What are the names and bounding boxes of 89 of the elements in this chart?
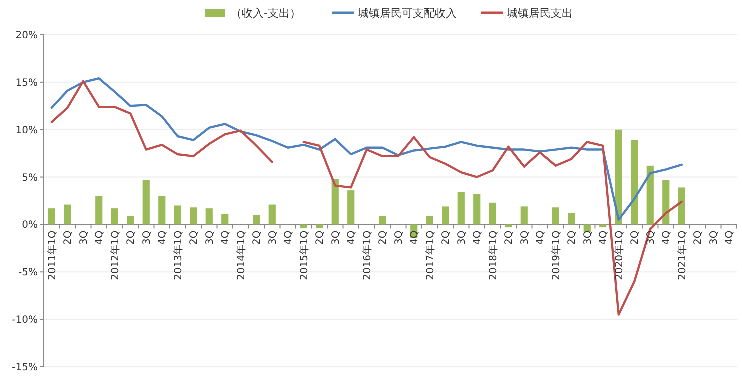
x-tick-label: 2016年1Q — [361, 230, 374, 280]
y-tick-label: 5% — [22, 172, 38, 184]
y-tick-label: 15% — [16, 78, 38, 89]
x-tick-label: 2Q — [567, 230, 578, 245]
y-tick-label: -10% — [12, 315, 38, 326]
x-tick-label: 4Q — [410, 230, 421, 245]
x-tick-label: 2Q — [252, 230, 264, 245]
x-tick-label: 3Q — [708, 230, 720, 245]
bar — [268, 204, 276, 225]
bar — [379, 216, 386, 225]
bar — [253, 215, 260, 225]
x-tick-label: 3Q — [330, 230, 342, 245]
x-tick-label: 2Q — [315, 230, 326, 245]
bar — [206, 208, 213, 225]
x-tick-label: 2Q — [378, 230, 390, 245]
bar — [600, 224, 607, 228]
x-tick-label: 4Q — [536, 230, 547, 245]
bar — [127, 216, 134, 225]
x-tick-label: 2Q — [630, 230, 642, 245]
bar — [458, 192, 465, 225]
bar — [48, 208, 56, 225]
bar — [615, 130, 622, 225]
y-tick-label: -15% — [12, 362, 38, 374]
x-tick-label: 3Q — [456, 230, 468, 245]
x-tick-label: 2Q — [126, 230, 138, 245]
bar — [332, 179, 339, 225]
legend-label: 城镇居民支出 — [506, 7, 573, 20]
bar — [316, 224, 324, 229]
bar — [631, 140, 638, 225]
x-tick-label: 2018年1Q — [487, 230, 500, 280]
legend-label: 城镇居民可支配收入 — [357, 7, 457, 20]
bar — [520, 206, 528, 225]
x-tick-label: 4Q — [284, 230, 295, 245]
y-tick-label: 10% — [16, 125, 38, 136]
bar — [678, 188, 686, 225]
x-tick-label: 3Q — [520, 230, 531, 245]
bar — [142, 180, 150, 225]
bar — [64, 204, 72, 225]
bar — [442, 206, 450, 225]
x-tick-label: 2021年1Q — [676, 230, 688, 280]
y-tick-label: 0% — [22, 220, 38, 232]
x-tick-label: 4Q — [724, 230, 736, 245]
bar — [96, 196, 103, 225]
bar — [348, 190, 355, 225]
x-tick-label: 3Q — [394, 230, 405, 245]
bar — [489, 202, 496, 225]
bar — [426, 216, 434, 225]
x-tick-label: 2Q — [189, 230, 200, 245]
x-tick-label: 3Q — [142, 230, 153, 245]
bar — [552, 208, 560, 225]
x-tick-label: 2013年1Q — [172, 230, 184, 280]
x-tick-label: 3Q — [646, 230, 657, 245]
x-tick-label: 2Q — [63, 230, 74, 245]
x-tick-label: 4Q — [472, 230, 484, 245]
bar — [505, 224, 512, 228]
y-tick-label: -5% — [18, 268, 38, 279]
bar — [222, 214, 229, 225]
x-tick-label: 3Q — [204, 230, 216, 245]
x-tick-label: 4Q — [158, 230, 169, 245]
x-tick-label: 2014年1Q — [235, 230, 248, 280]
x-tick-label: 3Q — [268, 230, 279, 245]
x-tick-label: 2019年1Q — [550, 230, 562, 280]
x-tick-label: 4Q — [598, 230, 610, 245]
bar — [300, 224, 308, 229]
x-tick-label: 4Q — [662, 230, 673, 245]
x-tick-label: 2012年1Q — [109, 230, 122, 280]
bar — [662, 180, 670, 225]
x-tick-label: 2Q — [504, 230, 516, 245]
x-tick-label: 4Q — [220, 230, 232, 245]
x-tick-label: 2011年1Q — [46, 230, 58, 280]
x-tick-label: 3Q — [78, 230, 90, 245]
bar — [474, 194, 481, 225]
bar — [111, 208, 118, 225]
y-tick-label: 20% — [16, 30, 38, 42]
bar — [190, 208, 198, 225]
x-tick-label: 4Q — [346, 230, 358, 245]
x-tick-label: 2Q — [693, 230, 704, 245]
x-tick-label: 2017年1Q — [424, 230, 436, 280]
x-tick-label: 3Q — [582, 230, 594, 245]
bar — [584, 224, 591, 232]
x-tick-label: 4Q — [94, 230, 106, 245]
bar — [568, 213, 576, 225]
legend-label: （收入-支出） — [231, 7, 301, 20]
x-tick-label: 2Q — [441, 230, 452, 245]
x-tick-label: 2015年1Q — [298, 230, 310, 280]
bar — [174, 206, 182, 225]
bar — [158, 196, 166, 225]
bar — [646, 166, 654, 225]
x-tick-label: 2020年1Q — [613, 230, 626, 280]
